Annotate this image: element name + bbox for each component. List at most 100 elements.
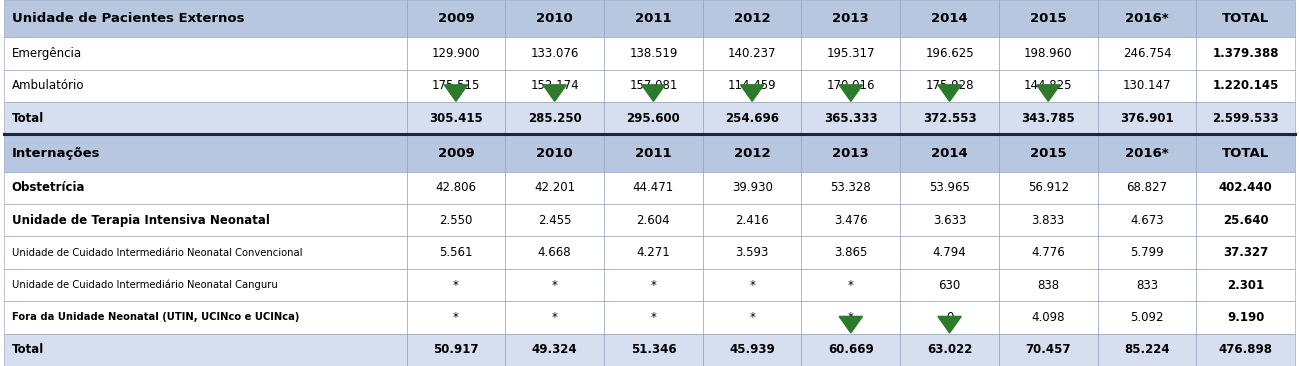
Text: 175.928: 175.928 [925,79,974,92]
Bar [4,172,407,204]
Bar [703,236,801,269]
Polygon shape [444,85,468,101]
Text: 2.301: 2.301 [1228,279,1264,292]
Bar [703,102,801,134]
Text: 0: 0 [946,311,953,324]
Text: 5.092: 5.092 [1130,311,1164,324]
Text: 53.965: 53.965 [929,182,970,194]
Text: *: * [750,311,755,324]
Text: 2.416: 2.416 [735,214,769,227]
Text: 4.098: 4.098 [1031,311,1065,324]
Text: 68.827: 68.827 [1126,182,1168,194]
Bar [407,269,505,301]
Text: 246.754: 246.754 [1122,47,1172,60]
Bar [1196,204,1295,236]
Text: 2.604: 2.604 [637,214,670,227]
Bar [4,70,407,102]
Bar [900,37,999,70]
Text: 144.825: 144.825 [1024,79,1073,92]
Text: 3.593: 3.593 [735,246,769,259]
Bar [604,204,703,236]
Text: Emergência: Emergência [12,47,82,60]
Text: Total: Total [12,112,44,125]
Text: 9.190: 9.190 [1228,311,1264,324]
Bar [4,301,407,334]
Bar [900,0,999,37]
Bar [801,301,900,334]
Bar [801,172,900,204]
Bar [4,334,407,366]
Text: 50.917: 50.917 [433,343,479,356]
Bar [801,236,900,269]
Bar [999,0,1098,37]
Text: *: * [552,279,557,292]
Text: 114.459: 114.459 [727,79,777,92]
Text: Unidade de Pacientes Externos: Unidade de Pacientes Externos [12,12,244,25]
Bar [604,301,703,334]
Bar [900,134,999,172]
Text: 56.912: 56.912 [1028,182,1069,194]
Bar [703,334,801,366]
Text: 833: 833 [1135,279,1159,292]
Text: 85.224: 85.224 [1124,343,1170,356]
Bar [703,0,801,37]
Bar [1196,269,1295,301]
Text: 45.939: 45.939 [729,343,776,356]
Text: 133.076: 133.076 [530,47,579,60]
Bar [900,269,999,301]
Bar [4,269,407,301]
Text: 5.799: 5.799 [1130,246,1164,259]
Polygon shape [740,85,764,101]
Polygon shape [839,317,863,333]
Bar [1196,134,1295,172]
Text: 285.250: 285.250 [527,112,582,125]
Bar [703,204,801,236]
Bar [801,70,900,102]
Text: 130.147: 130.147 [1122,79,1172,92]
Bar [1196,37,1295,70]
Bar [505,134,604,172]
Bar [1098,334,1196,366]
Text: 49.324: 49.324 [531,343,578,356]
Text: 4.776: 4.776 [1031,246,1065,259]
Bar [900,301,999,334]
Polygon shape [938,85,961,101]
Text: 42.201: 42.201 [534,182,575,194]
Text: 2009: 2009 [438,12,474,25]
Text: 63.022: 63.022 [927,343,972,356]
Text: 2011: 2011 [635,12,672,25]
Text: 2.599.533: 2.599.533 [1212,112,1280,125]
Text: Unidade de Cuidado Intermediário Neonatal Convencional: Unidade de Cuidado Intermediário Neonata… [12,248,303,258]
Bar [604,134,703,172]
Bar [505,204,604,236]
Text: TOTAL: TOTAL [1222,146,1269,160]
Text: 42.806: 42.806 [435,182,477,194]
Text: 152.174: 152.174 [530,79,579,92]
Text: 157.081: 157.081 [629,79,678,92]
Bar [407,172,505,204]
Text: 2014: 2014 [931,146,968,160]
Bar [801,269,900,301]
Bar [505,269,604,301]
Bar [999,172,1098,204]
Bar [604,102,703,134]
Bar [407,70,505,102]
Bar [801,37,900,70]
Bar [505,301,604,334]
Bar [999,236,1098,269]
Bar [703,134,801,172]
Text: TOTAL: TOTAL [1222,12,1269,25]
Bar [801,134,900,172]
Bar [703,37,801,70]
Text: 3.865: 3.865 [834,246,868,259]
Bar [4,0,407,37]
Bar [999,134,1098,172]
Bar [1196,334,1295,366]
Text: 4.271: 4.271 [637,246,670,259]
Bar [505,102,604,134]
Text: 2016*: 2016* [1125,146,1169,160]
Text: *: * [453,311,459,324]
Text: 1.220.145: 1.220.145 [1212,79,1280,92]
Text: Unidade de Terapia Intensiva Neonatal: Unidade de Terapia Intensiva Neonatal [12,214,270,227]
Bar [1098,204,1196,236]
